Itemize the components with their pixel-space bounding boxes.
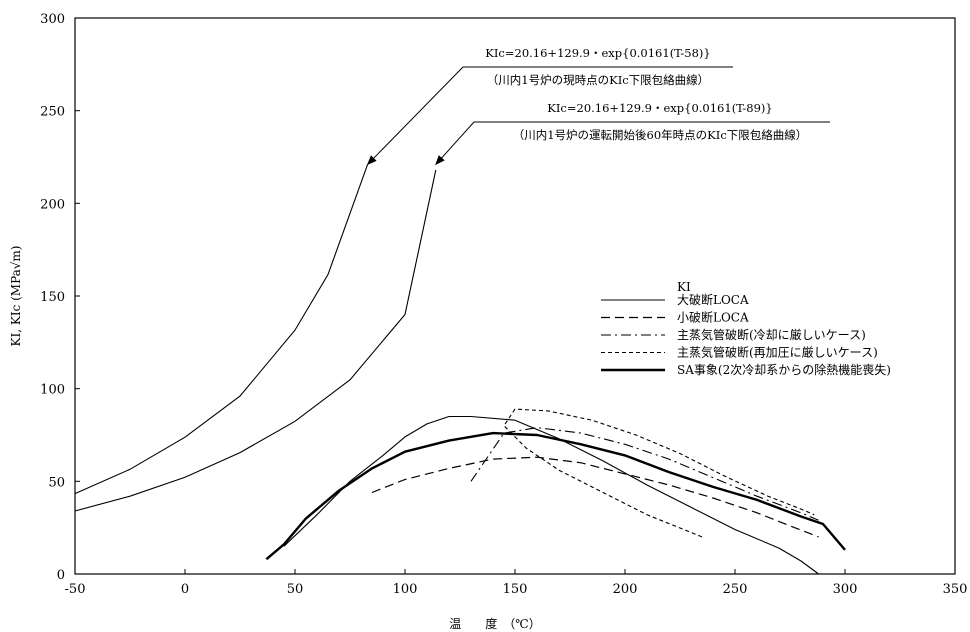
x-tick-label: -50 (65, 582, 86, 597)
x-tick-label: 250 (723, 582, 748, 597)
series-line-3 (470, 427, 819, 521)
x-tick-label: 350 (943, 582, 968, 597)
legend-label-1: 大破断LOCA (677, 292, 749, 307)
x-tick-label: 100 (393, 582, 418, 597)
annotation-arrow-2 (435, 121, 475, 166)
x-tick-label: 200 (613, 582, 638, 597)
series-line-2 (371, 456, 819, 538)
x-axis-label: 温 度 （℃） (449, 616, 540, 631)
legend-label-3: 主蒸気管破断(冷却に厳しいケース) (677, 327, 866, 342)
annotation-caption-2: （川内1号炉の運転開始後60年時点のKIc下限包絡曲線） (513, 128, 808, 142)
envelope-curves (74, 164, 437, 512)
legend-label-5: SA事象(2次冷却系からの除熱機能喪失) (677, 362, 891, 377)
y-tick-label: 150 (40, 290, 65, 305)
y-tick-label: 250 (40, 105, 65, 120)
series-line-4 (503, 408, 815, 538)
annotations: KIc=20.16+129.9・exp{0.0161(T-58)} （川内1号炉の… (366, 46, 830, 166)
annotation-formula-1: KIc=20.16+129.9・exp{0.0161(T-58)} (485, 46, 710, 60)
x-tick-label: 300 (833, 582, 858, 597)
envelope-curve-2 (74, 169, 437, 512)
axes: -50 0 50 100 150 200 250 300 3500501001502002503… (40, 12, 967, 597)
annotation-arrow-1 (366, 66, 464, 166)
annotation-caption-1: （川内1号炉の現時点のKIc下限包絡曲線） (487, 73, 709, 87)
legend-label-2: 小破断LOCA (677, 310, 749, 325)
series-line-1 (283, 415, 819, 575)
y-tick-label: 300 (40, 12, 65, 27)
x-tick-label: 0 (181, 582, 189, 597)
x-tick-label: 50 (287, 582, 304, 597)
series-line-5 (265, 431, 846, 561)
legend-title: KI (677, 280, 691, 294)
series-lines (265, 408, 846, 575)
y-axis-label: KI, KIc (MPa√m) (9, 246, 23, 347)
y-tick-label: 200 (40, 197, 65, 212)
envelope-curve-1 (74, 164, 369, 495)
annotation-formula-2: KIc=20.16+129.9・exp{0.0161(T-89)} (547, 101, 772, 115)
plot-frame (74, 17, 956, 575)
y-tick-label: 0 (57, 568, 65, 583)
y-tick-label: 50 (48, 475, 65, 490)
y-tick-label: 100 (40, 383, 65, 398)
x-tick-label: 150 (503, 582, 528, 597)
legend-label-4: 主蒸気管破断(再加圧に厳しいケース) (677, 345, 878, 360)
